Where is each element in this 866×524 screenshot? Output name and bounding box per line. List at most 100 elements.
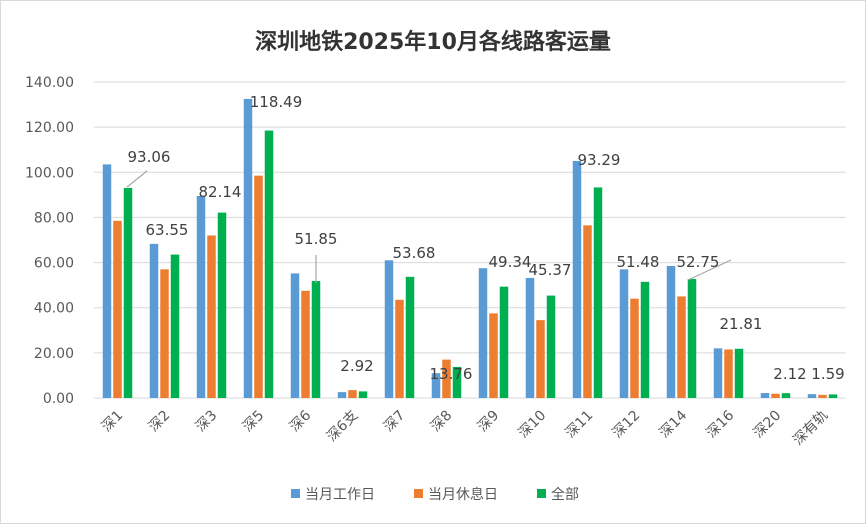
- bar[interactable]: [713, 348, 723, 398]
- y-tick-label: 140.00: [25, 75, 74, 91]
- bar[interactable]: [301, 290, 310, 398]
- bar[interactable]: [478, 268, 488, 398]
- bar[interactable]: [489, 313, 498, 398]
- bar[interactable]: [384, 260, 394, 398]
- leader-line: [687, 259, 732, 281]
- data-label: 93.06: [128, 148, 171, 166]
- bar[interactable]: [583, 225, 592, 398]
- legend-item-holiday[interactable]: 当月休息日: [414, 486, 498, 503]
- x-tick-label: 深9: [475, 408, 503, 436]
- y-tick-label: 0.00: [43, 391, 74, 407]
- bar[interactable]: [102, 164, 112, 398]
- bar[interactable]: [525, 277, 535, 398]
- bar[interactable]: [781, 393, 791, 398]
- bar[interactable]: [337, 392, 347, 398]
- y-tick-label: 80.00: [34, 210, 74, 226]
- bar[interactable]: [734, 348, 744, 398]
- bar[interactable]: [499, 286, 509, 398]
- bar[interactable]: [196, 195, 206, 398]
- data-label: 63.55: [146, 221, 189, 239]
- bar[interactable]: [160, 269, 169, 398]
- x-tick-label: 深8: [428, 408, 456, 436]
- bar[interactable]: [760, 393, 770, 398]
- bar[interactable]: [290, 273, 300, 398]
- legend-item-all[interactable]: 全部: [537, 486, 579, 503]
- bar[interactable]: [724, 349, 733, 398]
- legend: 当月工作日 当月休息日 全部: [291, 486, 579, 503]
- bar[interactable]: [677, 296, 686, 398]
- data-label: 51.48: [617, 253, 660, 271]
- bar[interactable]: [771, 393, 780, 398]
- bar[interactable]: [207, 235, 216, 398]
- bar[interactable]: [358, 391, 368, 398]
- data-label: 13.76: [430, 365, 473, 383]
- bar[interactable]: [405, 276, 415, 398]
- legend-label-holiday: 当月休息日: [428, 486, 498, 503]
- bar[interactable]: [828, 394, 838, 398]
- bar[interactable]: [431, 373, 441, 398]
- data-label: 2.92: [340, 357, 373, 375]
- data-label: 93.29: [578, 151, 621, 169]
- data-label: 49.34: [489, 253, 532, 271]
- x-tick-label: 深14: [657, 407, 691, 441]
- x-tick-label: 深7: [381, 408, 409, 436]
- bar[interactable]: [619, 269, 629, 398]
- y-tick-label: 100.00: [25, 165, 74, 181]
- data-label: 82.14: [199, 183, 242, 201]
- legend-swatch-holiday: [414, 489, 423, 498]
- bar[interactable]: [572, 161, 582, 398]
- bar[interactable]: [818, 394, 827, 398]
- bar[interactable]: [311, 280, 321, 398]
- bar[interactable]: [546, 295, 556, 398]
- legend-label-all: 全部: [551, 486, 579, 503]
- x-tick-label: 深16: [704, 407, 738, 441]
- bar[interactable]: [113, 220, 122, 398]
- x-tick-label: 深11: [563, 408, 597, 442]
- bar[interactable]: [536, 320, 545, 398]
- chart-title: 深圳地铁2025年10月各线路客运量: [255, 29, 611, 55]
- x-tick-label: 深10: [516, 408, 550, 442]
- legend-label-workday: 当月工作日: [305, 487, 375, 503]
- bar[interactable]: [254, 175, 263, 398]
- bars: [102, 98, 838, 398]
- bar[interactable]: [630, 298, 639, 398]
- x-tick-label: 深12: [610, 408, 644, 442]
- data-label: 53.68: [393, 244, 436, 262]
- x-tick-label: 深3: [193, 408, 221, 436]
- data-label: 51.85: [295, 230, 338, 248]
- bar[interactable]: [452, 366, 462, 398]
- legend-swatch-all: [537, 489, 546, 498]
- y-tick-label: 40.00: [34, 301, 74, 317]
- bar[interactable]: [807, 394, 817, 398]
- x-tick-label: 深1: [99, 408, 127, 436]
- bar[interactable]: [243, 98, 253, 398]
- legend-item-workday[interactable]: 当月工作日: [291, 487, 375, 503]
- y-axis-ticks: 0.00 20.00 40.00 60.00 80.00 100.00 120.00 140.…: [25, 75, 74, 407]
- bar[interactable]: [442, 359, 451, 398]
- x-tick-label: 深5: [240, 408, 268, 436]
- x-tick-label: 深20: [751, 408, 785, 442]
- bar[interactable]: [395, 299, 404, 398]
- bar[interactable]: [593, 187, 603, 398]
- bar[interactable]: [217, 212, 227, 398]
- bar[interactable]: [170, 254, 180, 398]
- bar[interactable]: [640, 281, 650, 398]
- bar[interactable]: [666, 265, 676, 398]
- gridlines: [94, 81, 846, 399]
- data-label: 52.75: [677, 253, 720, 271]
- bar[interactable]: [149, 243, 159, 398]
- y-tick-label: 20.00: [34, 346, 74, 362]
- leader-line: [126, 170, 148, 188]
- y-tick-label: 60.00: [34, 256, 74, 272]
- data-label: 45.37: [529, 261, 572, 279]
- x-axis-ticks: 深1 深2 深3 深5 深6 深6支 深7 深8 深9 深10 深11 深12 深14 深16 深20 深有轨: [99, 407, 832, 448]
- x-tick-label: 深6支: [324, 408, 361, 445]
- data-labels: 93.06 63.55 82.14 118.49 51.85 2.92 53.68 13.76…: [128, 93, 845, 383]
- data-label: 21.81: [720, 315, 763, 333]
- bar[interactable]: [123, 187, 133, 398]
- bar[interactable]: [348, 390, 357, 398]
- bar[interactable]: [687, 278, 697, 398]
- data-label: 1.59: [811, 365, 844, 383]
- bar[interactable]: [264, 130, 274, 398]
